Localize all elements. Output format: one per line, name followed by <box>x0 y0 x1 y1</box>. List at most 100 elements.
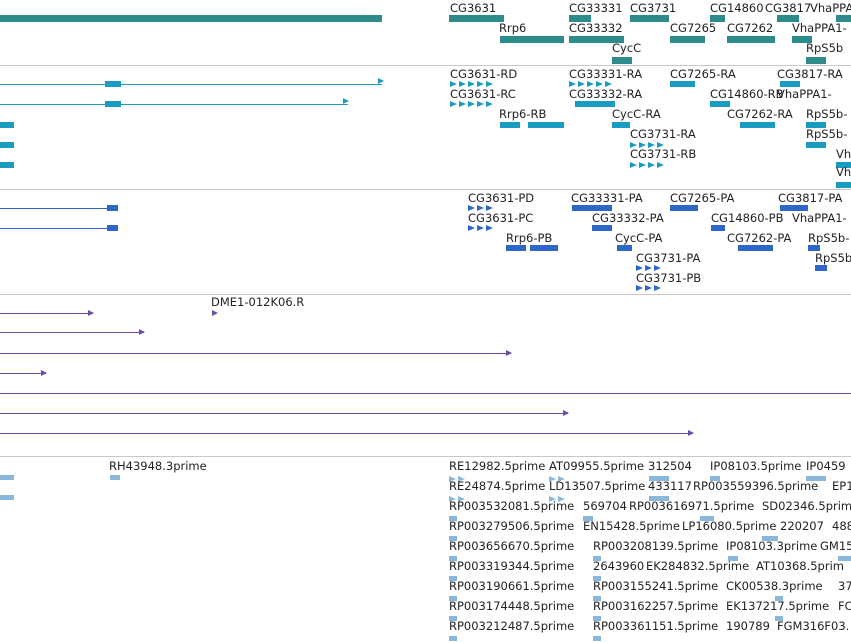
strand-arrow-icon[interactable] <box>558 496 565 502</box>
feature-glyph[interactable] <box>593 596 601 601</box>
feature-glyph[interactable] <box>612 57 632 64</box>
feature-glyph[interactable] <box>710 15 725 22</box>
feature-glyph[interactable] <box>0 475 14 480</box>
strand-arrow-icon[interactable] <box>648 142 655 148</box>
feature-glyph[interactable] <box>649 476 669 481</box>
strand-arrow-icon[interactable] <box>486 81 493 87</box>
strand-arrow-icon[interactable] <box>41 370 47 376</box>
feature-glyph[interactable] <box>727 36 775 43</box>
feature-glyph[interactable] <box>105 101 121 107</box>
feature-glyph[interactable] <box>836 182 851 188</box>
feature-intron-line[interactable] <box>0 228 118 229</box>
gene-track[interactable]: CG3631CG33331CG3731CG14860CG3817VhaPPA1-… <box>0 0 851 64</box>
strand-arrow-icon[interactable] <box>378 78 384 84</box>
strand-arrow-icon[interactable] <box>459 81 466 87</box>
feature-glyph[interactable] <box>593 636 601 641</box>
feature-glyph[interactable] <box>569 36 624 43</box>
strand-arrow-icon[interactable] <box>648 162 655 168</box>
strand-arrow-icon[interactable] <box>459 101 466 107</box>
feature-glyph[interactable] <box>630 15 669 22</box>
strand-arrow-icon[interactable] <box>449 496 456 502</box>
feature-intron-line[interactable] <box>0 104 348 105</box>
feature-glyph[interactable] <box>780 205 808 211</box>
feature-glyph[interactable] <box>806 476 826 481</box>
feature-glyph[interactable] <box>670 205 698 211</box>
feature-glyph[interactable] <box>107 225 118 231</box>
feature-glyph[interactable] <box>617 245 632 251</box>
strand-arrow-icon[interactable] <box>458 496 465 502</box>
feature-glyph[interactable] <box>449 596 457 601</box>
feature-glyph[interactable] <box>449 576 457 581</box>
feature-glyph[interactable] <box>792 36 812 43</box>
strand-arrow-icon[interactable] <box>486 101 493 107</box>
strand-arrow-icon[interactable] <box>88 310 94 316</box>
feature-glyph[interactable] <box>449 15 504 22</box>
strand-arrow-icon[interactable] <box>549 476 556 482</box>
feature-intron-line[interactable] <box>0 332 144 333</box>
strand-arrow-icon[interactable] <box>477 225 484 231</box>
strand-arrow-icon[interactable] <box>139 329 145 335</box>
feature-intron-line[interactable] <box>0 208 118 209</box>
feature-glyph[interactable] <box>500 122 520 128</box>
strand-arrow-icon[interactable] <box>468 225 475 231</box>
feature-glyph[interactable] <box>0 162 14 168</box>
feature-glyph[interactable] <box>449 556 457 561</box>
feature-glyph[interactable] <box>0 142 14 148</box>
strand-arrow-icon[interactable] <box>477 101 484 107</box>
feature-glyph[interactable] <box>0 15 382 22</box>
feature-intron-line[interactable] <box>0 433 693 434</box>
feature-glyph[interactable] <box>710 101 730 107</box>
strand-arrow-icon[interactable] <box>657 162 664 168</box>
feature-glyph[interactable] <box>728 556 738 561</box>
strand-arrow-icon[interactable] <box>645 265 652 271</box>
strand-arrow-icon[interactable] <box>657 142 664 148</box>
feature-glyph[interactable] <box>806 122 826 128</box>
strand-arrow-icon[interactable] <box>630 162 637 168</box>
feature-glyph[interactable] <box>0 122 14 128</box>
feature-glyph[interactable] <box>649 496 669 501</box>
feature-glyph[interactable] <box>738 245 773 251</box>
feature-glyph[interactable] <box>777 15 799 22</box>
strand-arrow-icon[interactable] <box>596 81 603 87</box>
feature-glyph[interactable] <box>105 81 121 87</box>
feature-glyph[interactable] <box>593 556 601 561</box>
strand-arrow-icon[interactable] <box>458 476 465 482</box>
strand-arrow-icon[interactable] <box>549 496 556 502</box>
strand-arrow-icon[interactable] <box>450 81 457 87</box>
strand-arrow-icon[interactable] <box>639 162 646 168</box>
strand-arrow-icon[interactable] <box>636 265 643 271</box>
feature-glyph[interactable] <box>700 516 714 521</box>
feature-glyph[interactable] <box>528 122 564 128</box>
strand-arrow-icon[interactable] <box>506 350 512 356</box>
strand-arrow-icon[interactable] <box>563 410 569 416</box>
feature-glyph[interactable] <box>593 616 601 621</box>
feature-glyph[interactable] <box>711 225 725 231</box>
feature-glyph[interactable] <box>449 616 457 621</box>
strand-arrow-icon[interactable] <box>654 265 661 271</box>
strand-arrow-icon[interactable] <box>645 285 652 291</box>
feature-glyph[interactable] <box>836 162 851 168</box>
feature-glyph[interactable] <box>780 81 800 87</box>
strand-arrow-icon[interactable] <box>636 285 643 291</box>
feature-glyph[interactable] <box>449 536 457 541</box>
strand-arrow-icon[interactable] <box>450 101 457 107</box>
strand-arrow-icon[interactable] <box>449 476 456 482</box>
feature-glyph[interactable] <box>836 15 851 22</box>
strand-arrow-icon[interactable] <box>486 205 493 211</box>
feature-intron-line[interactable] <box>0 313 93 314</box>
strand-arrow-icon[interactable] <box>639 142 646 148</box>
strand-arrow-icon[interactable] <box>212 310 218 316</box>
strand-arrow-icon[interactable] <box>477 205 484 211</box>
strand-arrow-icon[interactable] <box>468 81 475 87</box>
feature-glyph[interactable] <box>670 36 705 43</box>
feature-glyph[interactable] <box>670 81 695 87</box>
feature-glyph[interactable] <box>612 122 630 128</box>
feature-glyph[interactable] <box>107 205 118 211</box>
feature-glyph[interactable] <box>775 596 783 601</box>
feature-glyph[interactable] <box>449 636 457 641</box>
strand-arrow-icon[interactable] <box>477 81 484 87</box>
strand-arrow-icon[interactable] <box>630 142 637 148</box>
feature-glyph[interactable] <box>592 225 612 231</box>
feature-glyph[interactable] <box>569 15 591 22</box>
